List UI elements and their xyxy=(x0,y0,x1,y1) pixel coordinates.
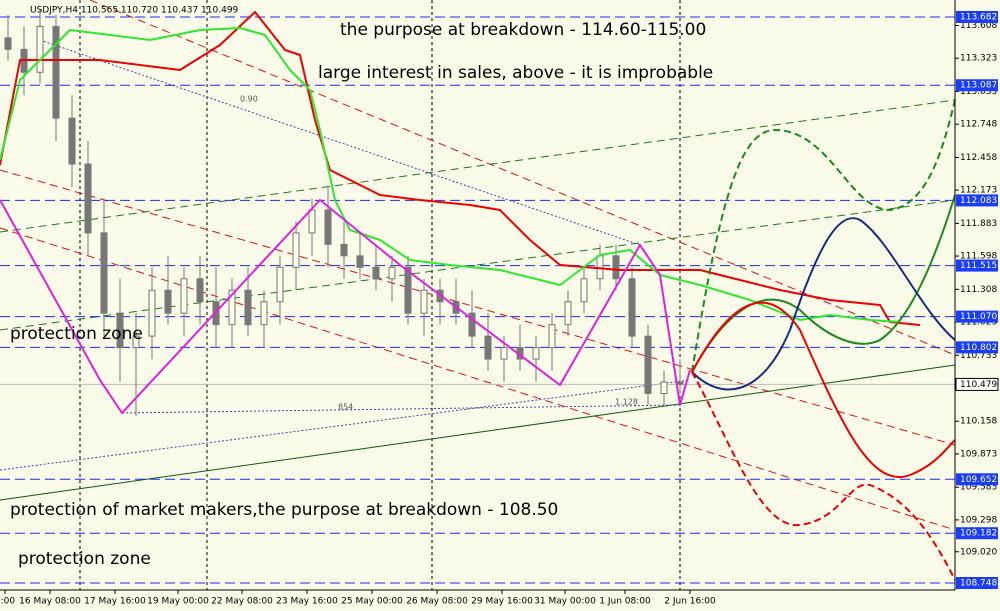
level-label: 109.652 xyxy=(960,475,997,485)
level-label: 112.083 xyxy=(960,196,997,206)
annotation: 854 xyxy=(338,403,353,412)
indicators xyxy=(0,11,956,581)
candle-body xyxy=(180,278,188,314)
candle-body xyxy=(324,209,332,245)
x-tick-label: 23 May 16:00 xyxy=(276,597,338,607)
candle-body xyxy=(132,335,140,349)
level-label: 111.070 xyxy=(960,312,997,322)
level-box xyxy=(956,473,998,486)
annotation: protection zone xyxy=(18,549,151,569)
level-box xyxy=(956,194,998,207)
candle-body xyxy=(612,255,620,280)
x-tick-label: 22 May 08:00 xyxy=(211,597,273,607)
candle-body xyxy=(484,335,492,360)
candle-body xyxy=(660,381,668,394)
x-tick-label: 31 May 00:00 xyxy=(534,597,596,607)
candle-body xyxy=(580,278,588,303)
candle-body xyxy=(148,289,156,337)
candle-body xyxy=(420,289,428,314)
candle-body xyxy=(628,278,636,337)
x-tick-label: 16 May 08:00 xyxy=(19,597,81,607)
y-tick-label: 113.323 xyxy=(960,54,997,64)
x-tick-label: 29 May 16:00 xyxy=(471,597,533,607)
level-label: 110.802 xyxy=(960,343,997,353)
current-price-label: 110.479 xyxy=(960,380,997,390)
level-box xyxy=(956,10,998,23)
y-tick-label: 113.033 xyxy=(960,87,997,97)
level-label: 108.748 xyxy=(960,579,997,589)
y-tick-label: 109.020 xyxy=(960,547,997,557)
x-tick-label: 0:00 xyxy=(0,597,15,607)
candle-body xyxy=(164,289,172,314)
x-tick-label: 17 May 16:00 xyxy=(84,597,146,607)
y-tick-label: 109.583 xyxy=(960,483,997,493)
candle-body xyxy=(100,232,108,314)
candle-body xyxy=(228,289,236,326)
candle-body xyxy=(468,312,476,337)
annotation: 0.90 xyxy=(240,95,258,104)
x-tick-label: 19 May 00:00 xyxy=(147,597,209,607)
annotation: protection of market makers,the purpose … xyxy=(10,500,558,520)
header: USDJPY,H4 110.565 110.720 110.437 110.49… xyxy=(30,6,239,16)
axis: 113.608 113.323 113.033 112.748 112.458 112.1… xyxy=(0,10,999,607)
candle-body xyxy=(676,381,684,385)
level-label: 113.087 xyxy=(960,81,997,91)
y-tick-label: 112.458 xyxy=(960,153,997,163)
candle-body xyxy=(388,266,396,280)
annotation: the purpose at breakdown - 114.60-115.00 xyxy=(340,20,706,40)
annotation: 1.128 xyxy=(615,398,638,407)
candle-body xyxy=(564,301,572,326)
candle-body xyxy=(84,163,92,234)
candle-body xyxy=(644,335,652,394)
x-tick-label: 25 May 00:00 xyxy=(341,597,403,607)
y-tick-label: 111.598 xyxy=(960,252,997,262)
y-tick-label: 110.733 xyxy=(960,351,997,361)
candle-body xyxy=(244,289,252,326)
y-tick-label: 111.308 xyxy=(960,285,997,295)
candle-body xyxy=(404,266,412,314)
y-tick-label: 109.873 xyxy=(960,449,997,459)
candle-body xyxy=(52,25,60,119)
candle-body xyxy=(260,301,268,326)
y-tick-label: 112.748 xyxy=(960,120,997,130)
y-tick-label: 109.298 xyxy=(960,515,997,525)
y-tick-label: 111.883 xyxy=(960,219,997,229)
y-tick-label: 113.608 xyxy=(960,21,997,31)
annotation: large interest in sales, above - it is i… xyxy=(318,63,713,83)
candle-body xyxy=(356,255,364,268)
candle-body xyxy=(292,232,300,268)
level-box xyxy=(956,527,998,540)
x-tick-label: 1 Jun 08:00 xyxy=(599,597,651,607)
candle-body xyxy=(68,117,76,165)
x-tick-label: 2 Jun 16:00 xyxy=(664,597,716,607)
x-tick-label: 26 May 08:00 xyxy=(406,597,468,607)
level-box xyxy=(956,79,998,92)
y-tick-label: 112.173 xyxy=(960,186,997,196)
level-label: 109.182 xyxy=(960,529,997,539)
candle-body xyxy=(196,278,204,303)
candle-body xyxy=(548,324,556,349)
candle-body xyxy=(36,25,44,73)
level-label: 113.682 xyxy=(960,12,997,22)
current-price-box xyxy=(955,377,999,391)
candle-body xyxy=(276,266,284,303)
level-box xyxy=(956,577,998,590)
day-separators xyxy=(79,0,681,590)
level-lines xyxy=(0,16,955,584)
annotation: protection zone xyxy=(10,324,143,344)
y-tick-label: 110.158 xyxy=(960,417,997,427)
candle-body xyxy=(116,312,124,349)
candle-body xyxy=(308,209,316,234)
candle-body xyxy=(372,266,380,280)
candle-body xyxy=(4,37,12,50)
candle-body xyxy=(340,243,348,257)
level-box xyxy=(956,259,998,272)
level-box xyxy=(956,341,998,354)
level-box xyxy=(956,310,998,323)
candle-body xyxy=(500,347,508,360)
level-label: 111.515 xyxy=(960,261,997,271)
candle-body xyxy=(532,347,540,360)
